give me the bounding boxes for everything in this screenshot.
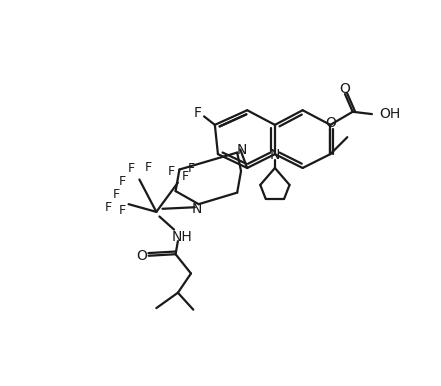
Text: F: F <box>105 201 112 214</box>
Text: NH: NH <box>172 230 192 244</box>
Text: O: O <box>136 249 147 263</box>
Text: F: F <box>119 204 126 217</box>
Text: F: F <box>188 162 195 175</box>
Text: N: N <box>191 202 202 216</box>
Text: O: O <box>325 116 336 130</box>
Text: F: F <box>168 165 175 178</box>
Text: F: F <box>145 161 152 174</box>
Text: F: F <box>128 162 135 175</box>
Text: O: O <box>340 82 351 96</box>
Text: F: F <box>119 174 126 188</box>
Text: F: F <box>113 188 120 201</box>
Text: F: F <box>193 105 201 120</box>
Text: F: F <box>182 170 189 183</box>
Text: N: N <box>270 148 280 162</box>
Text: OH: OH <box>380 107 401 121</box>
Text: N: N <box>237 143 247 157</box>
